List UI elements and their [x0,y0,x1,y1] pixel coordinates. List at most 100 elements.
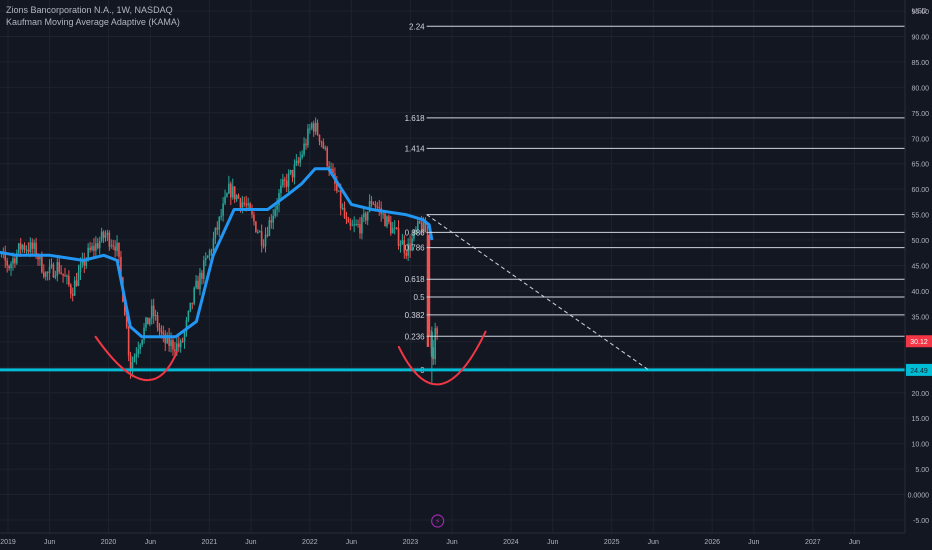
candle-body [6,260,8,266]
candle-body [374,204,377,207]
fib-levels: 2.24 1.618 1.414 0.886 0.786 0.618 0.5 0.382 0.2… [405,22,905,375]
candle-body [222,203,224,216]
candle-body [256,232,259,234]
candle-body [216,227,219,230]
candle-body [280,185,282,194]
candle-body [341,207,344,209]
candle-body [364,213,367,221]
last-price-label: 30.12 [910,339,928,346]
trendline-dashed [426,214,649,371]
candle-body [307,128,309,146]
candle-body [68,275,70,285]
candle-body [206,255,209,259]
candle-body [31,242,34,249]
candle-body [316,122,319,135]
candle-body [64,275,66,277]
y-tick-label: 35.00 [911,314,929,321]
x-tick-label: Jun [145,539,156,546]
candle-body [299,157,302,163]
x-tick-label: Jun [547,539,558,546]
candle-body [293,164,296,178]
fib-label: 0.382 [405,311,426,320]
candle-body [297,160,300,163]
candle-body [191,302,194,304]
candle-body [125,315,128,328]
lightning-icon-glyph: ⚡ [435,517,441,526]
candle-body [309,128,311,130]
candle-body [25,249,28,251]
candle-body [291,170,294,178]
candle-body [149,318,151,325]
candle-body [127,327,130,356]
candle-body [104,234,107,238]
kama-line [0,167,434,339]
candle-body [420,222,423,233]
y-tick-label: 15.00 [911,416,929,423]
candle-body [35,242,37,257]
candle-body [108,232,111,247]
candle-body [322,142,325,149]
x-tick-label: 2021 [202,539,218,546]
candle-body [185,319,188,332]
candle-body [162,332,165,335]
candle-body [152,305,155,316]
y-tick-label: -5.00 [913,518,929,525]
y-tick-label: 70.00 [911,136,929,143]
candle-body [58,262,61,273]
candle-body [193,287,195,304]
candle-body [156,315,159,328]
candle-body [355,224,357,226]
candle-body [154,315,157,317]
candle-body [347,219,350,223]
candle-body [54,275,57,278]
candle-body [231,186,234,198]
x-tick-label: Jun [648,539,659,546]
candle-body [326,147,329,166]
x-tick-label: 2023 [403,539,419,546]
candle-body [266,234,269,236]
candle-body [218,216,221,230]
candle-body [251,209,253,215]
candle-body [324,147,327,149]
y-tick-label: 90.00 [911,34,929,41]
fib-label: 1.414 [405,144,426,153]
symbol-title: Zions Bancorporation N.A., 1W, NASDAQ [6,5,173,15]
candle-body [179,340,182,348]
candle-body [69,284,72,294]
candle-body [199,272,201,290]
candle-body [278,193,280,206]
y-tick-label: 0.0000 [908,493,930,500]
candle-body [164,334,167,344]
candle-body [93,246,95,251]
candle-body [357,224,359,226]
annotation-curve-1 [397,330,487,386]
candle-body [100,231,103,242]
candle-body [27,249,30,252]
y-tick-label: 55.00 [911,213,929,220]
candle-body [73,280,76,296]
candle-body [135,353,138,357]
candle-body [230,183,232,198]
candle-body [376,206,379,208]
fib-label: 0.5 [413,293,425,302]
candle-body [283,179,286,181]
candle-body [33,242,35,249]
candle-body [56,262,59,276]
candle-body [141,339,143,345]
candle-body [48,266,51,273]
chart-header: Zions Bancorporation N.A., 1W, NASDAQ Ka… [6,4,180,28]
candle-body [44,272,47,277]
candle-body [245,203,248,206]
y-tick-label: 10.00 [911,442,929,449]
candle-body [66,275,68,277]
candle-body [172,340,174,350]
y-tick-label: 65.00 [911,162,929,169]
candle-body [8,265,10,269]
y-tick-label: 20.00 [911,391,929,398]
candle-body [432,347,435,360]
candle-body [112,245,115,247]
x-tick-label: 2020 [101,539,117,546]
candle-body [361,217,363,234]
candle-body [241,202,244,208]
